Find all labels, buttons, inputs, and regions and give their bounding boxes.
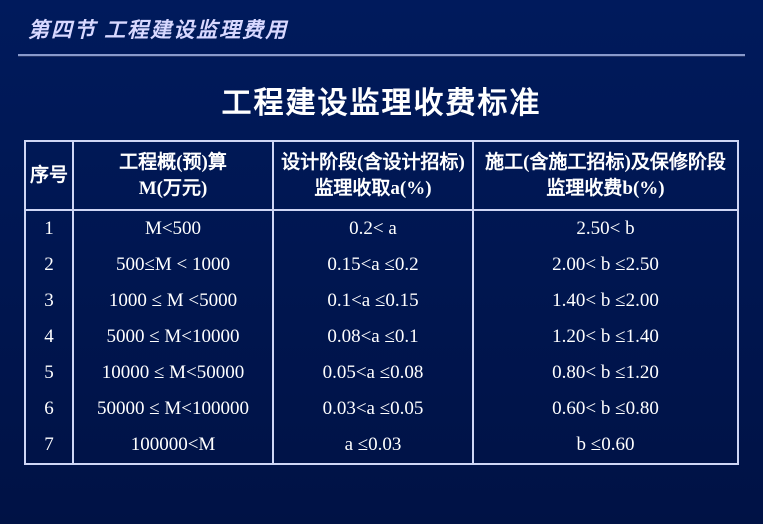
col-body-a: 0.2< a0.15<a ≤0.20.1<a ≤0.150.08<a ≤0.10… xyxy=(273,210,473,464)
cell-m: 500≤M < 1000 xyxy=(78,247,268,283)
cell-b: 0.60< b ≤0.80 xyxy=(478,391,733,427)
cell-b: 2.00< b ≤2.50 xyxy=(478,247,733,283)
cell-seq: 3 xyxy=(30,283,68,319)
cell-m: 100000<M xyxy=(78,427,268,463)
cell-m: 5000 ≤ M<10000 xyxy=(78,319,268,355)
cell-a: 0.03<a ≤0.05 xyxy=(278,391,468,427)
cell-a: 0.08<a ≤0.1 xyxy=(278,319,468,355)
cell-a: 0.1<a ≤0.15 xyxy=(278,283,468,319)
fee-table: 序号 工程概(预)算M(万元) 设计阶段(含设计招标)监理收取a(%) 施工(含… xyxy=(24,140,739,465)
section-header: 第四节 工程建设监理费用 xyxy=(0,0,763,54)
cell-b: 1.40< b ≤2.00 xyxy=(478,283,733,319)
cell-a: 0.05<a ≤0.08 xyxy=(278,355,468,391)
cell-b: 2.50< b xyxy=(478,211,733,247)
cell-a: 0.2< a xyxy=(278,211,468,247)
cell-a: a ≤0.03 xyxy=(278,427,468,463)
cell-seq: 1 xyxy=(30,211,68,247)
col-body-seq: 1234567 xyxy=(25,210,73,464)
cell-seq: 4 xyxy=(30,319,68,355)
table-header-row: 序号 工程概(预)算M(万元) 设计阶段(含设计招标)监理收取a(%) 施工(含… xyxy=(25,141,738,210)
col-header-seq: 序号 xyxy=(25,141,73,210)
col-header-m: 工程概(预)算M(万元) xyxy=(73,141,273,210)
col-body-m: M<500500≤M < 10001000 ≤ M <50005000 ≤ M<… xyxy=(73,210,273,464)
cell-seq: 2 xyxy=(30,247,68,283)
cell-m: 10000 ≤ M<50000 xyxy=(78,355,268,391)
cell-seq: 6 xyxy=(30,391,68,427)
cell-m: M<500 xyxy=(78,211,268,247)
table-body-row: 1234567 M<500500≤M < 10001000 ≤ M <50005… xyxy=(25,210,738,464)
cell-seq: 5 xyxy=(30,355,68,391)
cell-b: 0.80< b ≤1.20 xyxy=(478,355,733,391)
col-header-a: 设计阶段(含设计招标)监理收取a(%) xyxy=(273,141,473,210)
col-body-b: 2.50< b2.00< b ≤2.501.40< b ≤2.001.20< b… xyxy=(473,210,738,464)
cell-b: 1.20< b ≤1.40 xyxy=(478,319,733,355)
page-title: 工程建设监理收费标准 xyxy=(0,56,763,140)
cell-b: b ≤0.60 xyxy=(478,427,733,463)
fee-table-wrap: 序号 工程概(预)算M(万元) 设计阶段(含设计招标)监理收取a(%) 施工(含… xyxy=(0,140,763,465)
cell-seq: 7 xyxy=(30,427,68,463)
cell-a: 0.15<a ≤0.2 xyxy=(278,247,468,283)
col-header-b: 施工(含施工招标)及保修阶段监理收费b(%) xyxy=(473,141,738,210)
cell-m: 50000 ≤ M<100000 xyxy=(78,391,268,427)
cell-m: 1000 ≤ M <5000 xyxy=(78,283,268,319)
